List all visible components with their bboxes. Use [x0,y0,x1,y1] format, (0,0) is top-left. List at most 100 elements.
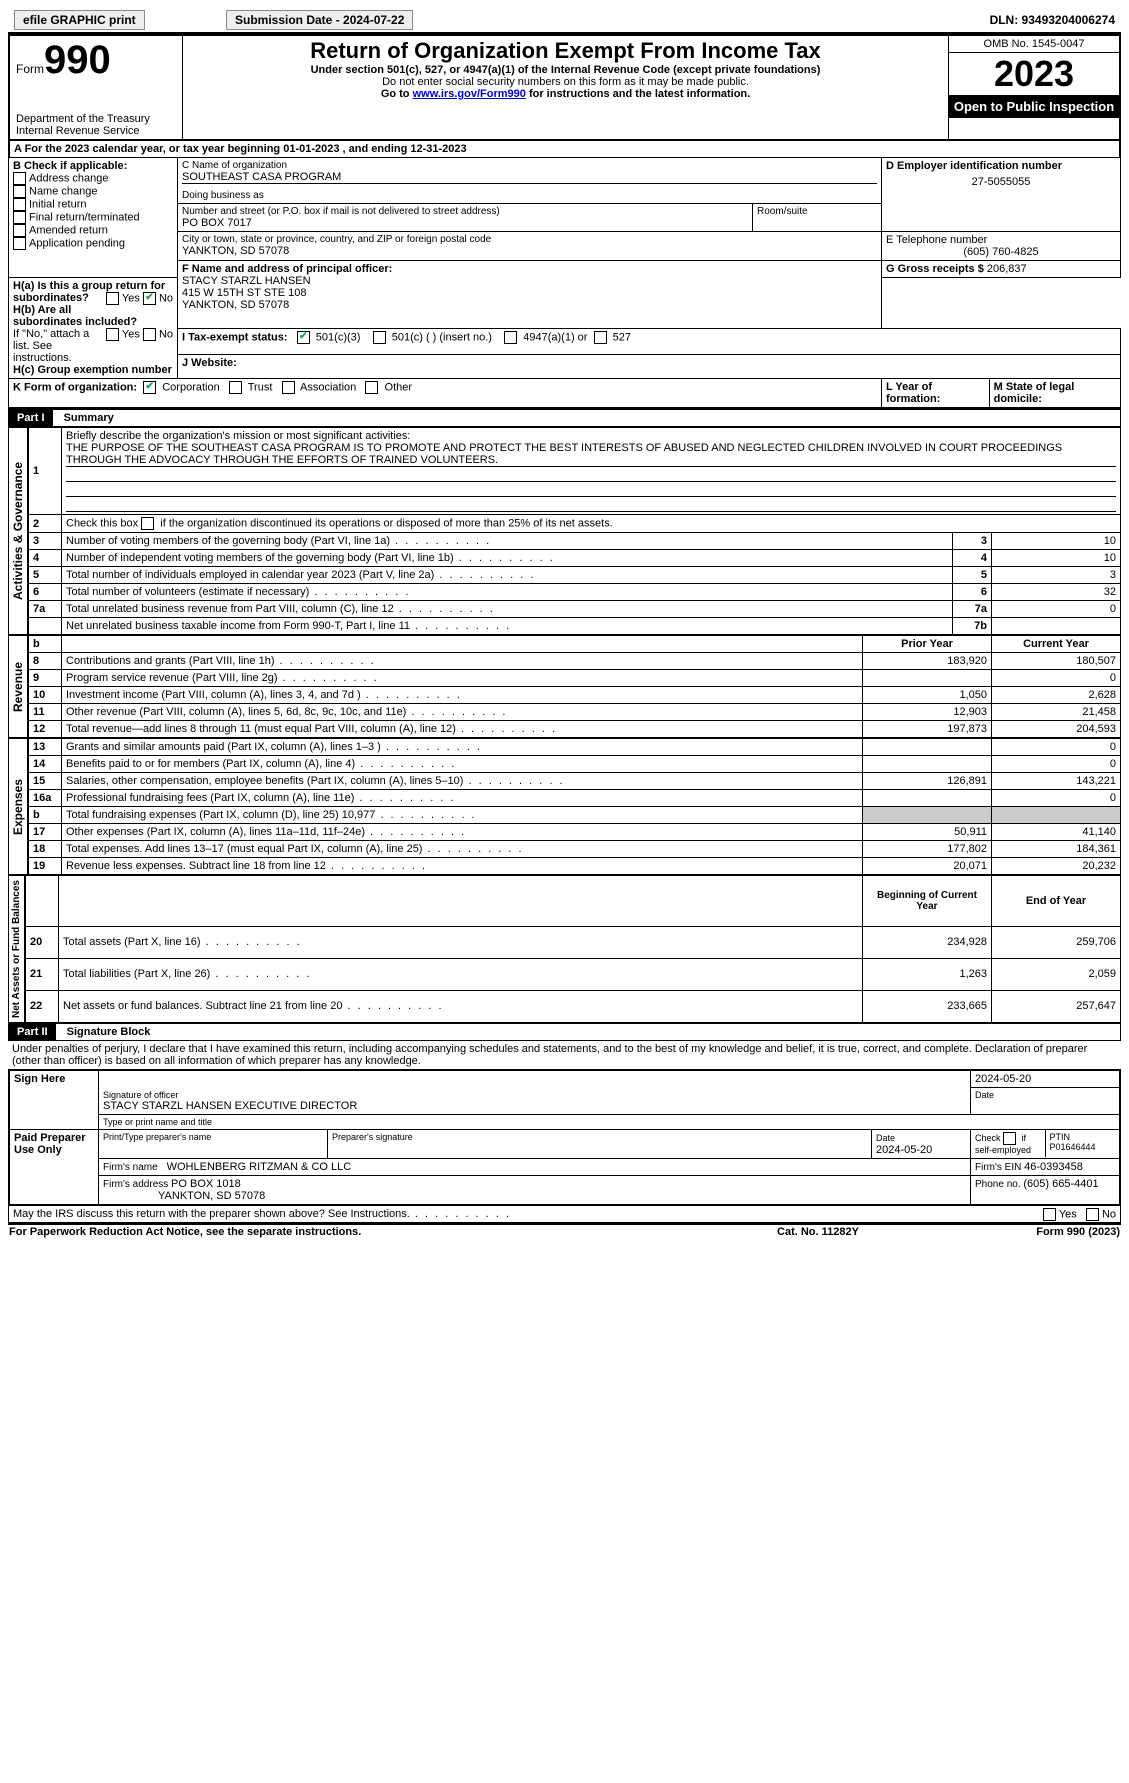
discuss-row: May the IRS discuss this return with the… [8,1206,1121,1223]
tax-year-begin: 01-01-2023 [283,143,339,155]
label-501c: 501(c) ( ) (insert no.) [392,332,492,344]
table-row: 22Net assets or fund balances. Subtract … [26,990,1121,1022]
dept-treasury: Department of the Treasury [16,113,176,125]
form-prefix: Form [16,62,44,76]
part-1-header-row: Part I Summary [8,408,1121,427]
submission-date: Submission Date - 2024-07-22 [226,10,413,30]
ptin-value: P01646444 [1050,1142,1096,1152]
firm-phone: (605) 665-4401 [1023,1178,1098,1190]
line-a-mid: , and ending [339,143,410,155]
check-app-pending[interactable] [13,237,26,250]
label-assoc: Association [300,381,356,393]
table-row: 16aProfessional fundraising fees (Part I… [29,790,1121,807]
summary-revenue: Revenue b Prior Year Current Year 8Contr… [8,635,1121,738]
label-527: 527 [613,332,631,344]
footer-mid: Cat. No. 11282Y [717,1224,919,1239]
check-final-return[interactable] [13,211,26,224]
col-begin: Beginning of Current Year [863,876,992,927]
firm-name-label: Firm's name [103,1162,160,1173]
ein-value: 27-5055055 [886,172,1116,192]
tax-year-end: 12-31-2023 [410,143,466,155]
check-501c[interactable] [373,331,386,344]
box-c-name-label: C Name of organization [182,160,877,171]
phone-value: (605) 760-4825 [886,246,1116,258]
date-label: Date [975,1090,1115,1100]
check-hb-yes[interactable] [106,328,119,341]
check-ha-no[interactable] [143,292,156,305]
street-label: Number and street (or P.O. box if mail i… [182,206,748,217]
table-row: 3Number of voting members of the governi… [29,533,1121,550]
table-row: 17Other expenses (Part IX, column (A), l… [29,824,1121,841]
table-row: 21Total liabilities (Part X, line 26)1,2… [26,958,1121,990]
jurat-text: Under penalties of perjury, I declare th… [8,1041,1121,1069]
line-a-prefix: A For the 2023 calendar year, or tax yea… [14,143,283,155]
check-4947[interactable] [504,331,517,344]
officer-name: STACY STARZL HANSEN [182,275,877,287]
firm-name: WOHLENBERG RITZMAN & CO LLC [167,1161,352,1173]
check-ha-yes[interactable] [106,292,119,305]
check-address-change[interactable] [13,172,26,185]
box-hb-label: H(b) Are all subordinates included? [13,304,137,328]
form-title: Return of Organization Exempt From Incom… [189,38,942,64]
irs-link[interactable]: www.irs.gov/Form990 [413,88,526,100]
tax-year: 2023 [949,53,1119,95]
efile-print-button[interactable]: efile GRAPHIC print [14,10,145,30]
check-trust[interactable] [229,381,242,394]
label-no-2: No [159,328,173,340]
summary-netassets: Net Assets or Fund Balances Beginning of… [8,875,1121,1023]
firm-phone-label: Phone no. [975,1179,1023,1190]
label-other: Other [385,381,413,393]
check-501c3[interactable] [297,331,310,344]
officer-sig-name: STACY STARZL HANSEN EXECUTIVE DIRECTOR [103,1100,966,1112]
prep-date-label: Date [876,1133,895,1143]
box-k-label: K Form of organization: [13,381,137,393]
check-name-change[interactable] [13,185,26,198]
check-assoc[interactable] [282,381,295,394]
goto-suffix: for instructions and the latest informat… [526,88,750,100]
part-1-title: Summary [56,412,114,424]
mission-text: THE PURPOSE OF THE SOUTHEAST CASA PROGRA… [66,442,1116,467]
omb-number: OMB No. 1545-0047 [949,36,1119,53]
col-end: End of Year [992,876,1121,927]
table-row: 11Other revenue (Part VIII, column (A), … [29,704,1121,721]
check-self-employed[interactable] [1003,1132,1016,1145]
check-discuss-yes[interactable] [1043,1208,1056,1221]
table-row: 15Salaries, other compensation, employee… [29,773,1121,790]
firm-ein: 46-0393458 [1024,1161,1083,1173]
part-2-title: Signature Block [59,1026,151,1038]
table-row: 10Investment income (Part VIII, column (… [29,687,1121,704]
top-bar: efile GRAPHIC print Submission Date - 20… [8,8,1121,34]
label-address-change: Address change [29,172,109,184]
col-current: Current Year [992,636,1121,653]
form-subtitle-1: Under section 501(c), 527, or 4947(a)(1)… [189,64,942,76]
room-suite-label: Room/suite [753,204,882,232]
label-corp: Corporation [162,381,219,393]
street-value: PO BOX 7017 [182,217,748,229]
table-row: 9Program service revenue (Part VIII, lin… [29,670,1121,687]
check-initial-return[interactable] [13,198,26,211]
check-discuss-no[interactable] [1086,1208,1099,1221]
check-corp[interactable] [143,381,156,394]
label-amended: Amended return [29,224,108,236]
box-m-label: M State of legal domicile: [994,381,1075,405]
entity-info-block: B Check if applicable: Address change Na… [8,157,1121,408]
part-2-header-row: Part II Signature Block [8,1023,1121,1041]
check-527[interactable] [594,331,607,344]
box-d-label: D Employer identification number [886,160,1116,172]
form-header: Form990 Department of the Treasury Inter… [8,34,1121,141]
sig-officer-label: Signature of officer [103,1090,966,1100]
public-inspection: Open to Public Inspection [949,95,1119,118]
prep-name-label: Print/Type preparer's name [99,1129,328,1158]
table-row: 6Total number of volunteers (estimate if… [29,584,1121,601]
box-j-label: J Website: [182,357,237,369]
check-amended[interactable] [13,224,26,237]
label-final-return: Final return/terminated [29,211,140,223]
table-row: 20Total assets (Part X, line 16)234,9282… [26,926,1121,958]
firm-addr-label: Firm's address [103,1179,171,1190]
check-line2[interactable] [141,517,154,530]
table-row: Net unrelated business taxable income fr… [29,618,1121,635]
check-hb-no[interactable] [143,328,156,341]
box-i-label: I Tax-exempt status: [182,332,288,344]
check-other[interactable] [365,381,378,394]
table-row: 14Benefits paid to or for members (Part … [29,756,1121,773]
